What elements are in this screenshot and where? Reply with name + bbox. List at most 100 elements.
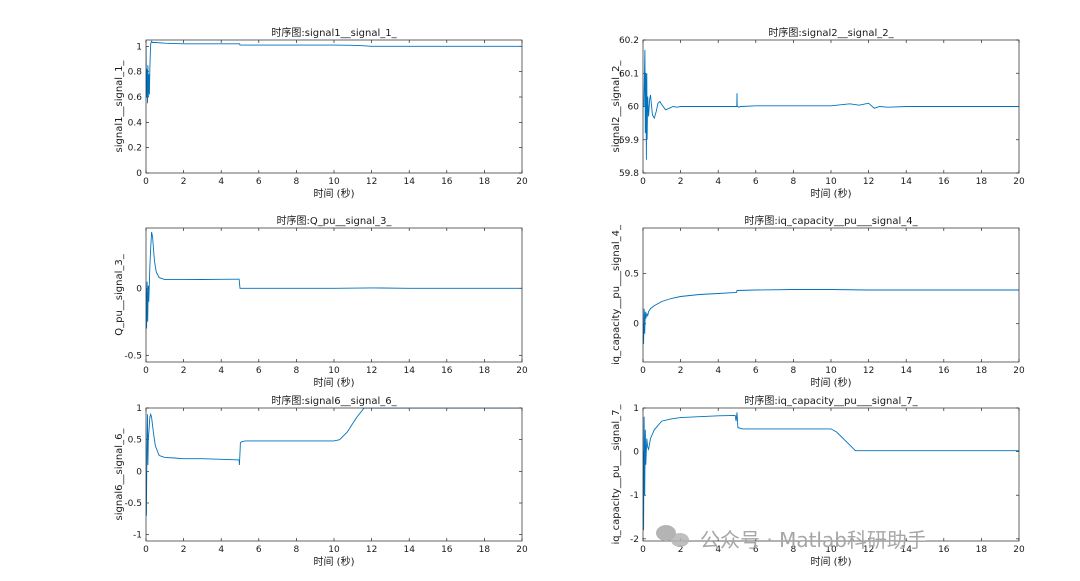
chart-title: 时序图:signal1__signal_1_ [271,26,397,39]
x-tick-label: 20 [516,545,528,555]
x-tick-label: 10 [825,545,837,555]
x-tick-label: 18 [976,545,988,555]
axes-box [642,407,1020,542]
x-tick-label: 18 [479,366,491,376]
y-tick-label: 0 [136,284,142,294]
x-axis-label: 时间 (秒) [314,187,355,200]
x-tick-label: 0 [640,545,646,555]
x-tick-label: 16 [938,177,950,187]
x-tick-label: 6 [753,545,759,555]
axes-box [145,39,523,174]
y-axis-label: signal2__signal_2_ [611,60,622,153]
axes-box [145,407,523,542]
x-tick-label: 6 [753,177,759,187]
x-tick-label: 10 [328,545,340,555]
x-tick-label: 4 [218,177,224,187]
x-tick-label: 12 [863,545,874,555]
x-tick-label: 18 [479,545,491,555]
y-tick-label: 0 [136,467,142,477]
x-tick-label: 2 [678,366,684,376]
x-tick-label: 20 [1013,366,1025,376]
x-tick-label: 4 [218,366,224,376]
y-tick-label: 0 [633,448,639,458]
x-tick-label: 14 [900,366,912,376]
y-axis-label: signal6__signal_6_ [114,428,125,521]
y-axis-label: iq_capacity__pu___signal_7_ [611,404,622,545]
x-tick-label: 16 [441,545,453,555]
chart-title: 时序图:iq_capacity__pu___signal_7_ [744,394,918,407]
watermark-text: 公众号 · Matlab科研助手 [700,528,927,552]
y-tick-label: 0 [136,169,142,179]
x-tick-label: 6 [753,366,759,376]
x-tick-label: 0 [143,366,149,376]
x-tick-label: 10 [825,366,837,376]
x-tick-label: 0 [143,545,149,555]
x-tick-label: 20 [1013,545,1025,555]
axes-box [642,39,1020,174]
watermark: 公众号 · Matlab科研助手 [656,525,927,552]
x-tick-label: 14 [403,177,415,187]
x-axis-label: 时间 (秒) [811,555,852,568]
chart-title: 时序图:signal2__signal_2_ [768,26,894,39]
x-tick-label: 20 [516,177,528,187]
x-axis-label: 时间 (秒) [314,376,355,389]
x-tick-label: 18 [479,177,491,187]
series-line [643,412,1019,531]
subplot-2: 时序图:signal2__signal_2_ 0 2 4 6 8 10 12 14 16 18 20 5… [611,26,1025,200]
x-tick-label: 2 [678,545,684,555]
x-tick-label: 16 [441,366,453,376]
x-tick-label: 12 [366,177,377,187]
subplot-5: 时序图:signal6__signal_6_0 2 4 6 8 10 12 14 16 18 20-… [114,394,528,568]
y-tick-label: 60 [628,103,640,113]
x-tick-label: 0 [143,177,149,187]
subplot-3: 时序图:Q_pu__signal_3_ 0 2 4 6 8 10 12 14 16 18 20 -0.5… [114,214,528,389]
x-tick-label: 8 [791,177,797,187]
series-line [146,40,522,104]
wechat-icon [656,525,676,541]
x-axis-label: 时间 (秒) [314,555,355,568]
x-tick-label: 12 [863,366,874,376]
x-tick-label: 2 [181,366,187,376]
x-tick-label: 2 [181,177,187,187]
x-tick-label: 14 [900,177,912,187]
x-tick-label: 16 [938,545,950,555]
x-axis-label: 时间 (秒) [811,376,852,389]
x-tick-label: 0 [640,366,646,376]
x-axis-label: 时间 (秒) [811,187,852,200]
x-tick-label: 6 [256,545,262,555]
x-tick-label: 6 [256,366,262,376]
x-tick-label: 0 [640,177,646,187]
y-axis-label: iq_capacity__pu___signal_4_ [611,224,622,365]
x-tick-label: 12 [863,177,874,187]
x-tick-label: 2 [181,545,187,555]
axes-box [642,227,1020,363]
y-tick-label: -1 [630,491,639,501]
subplot-6: 时序图:iq_capacity__pu___signal_7_0 2 4 6 8 10 12… [611,394,1025,568]
y-tick-label: 0.6 [128,93,143,103]
y-axis-label: Q_pu__signal_3_ [114,253,125,335]
y-tick-label: 60.2 [619,36,639,46]
x-tick-label: 14 [403,545,415,555]
y-tick-label: -0.5 [124,499,142,509]
x-tick-label: 8 [294,177,300,187]
chart-title: 时序图:signal6__signal_6_ [271,394,397,407]
x-tick-label: 12 [366,366,377,376]
x-tick-label: 6 [256,177,262,187]
y-tick-label: -2 [630,535,639,545]
y-tick-label: 1 [136,42,142,52]
y-tick-label: 1 [136,404,142,414]
x-tick-label: 18 [976,177,988,187]
x-tick-label: 10 [328,177,340,187]
y-tick-label: 59.8 [619,169,639,179]
series-line [146,408,522,516]
x-tick-label: 8 [791,366,797,376]
x-tick-label: 10 [328,366,340,376]
axes-box [145,227,523,363]
x-tick-label: 4 [715,366,721,376]
x-tick-label: 4 [715,177,721,187]
x-tick-label: 8 [294,366,300,376]
x-tick-label: 8 [294,545,300,555]
y-tick-label: 60.1 [619,69,639,79]
subplot-4: 时序图:iq_capacity__pu___signal_4_ 0 2 4 6 8 10 12… [611,214,1025,389]
